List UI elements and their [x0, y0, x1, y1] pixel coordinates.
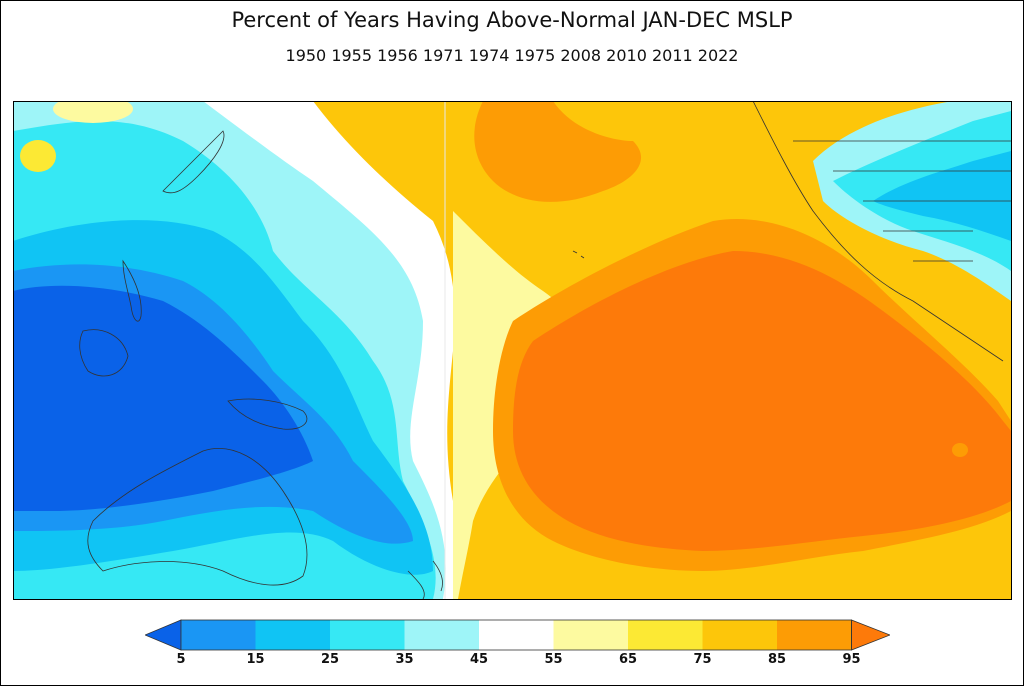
- hawaii-islands: [572, 250, 585, 259]
- colorbar-label: 15: [246, 652, 265, 667]
- colorbar-bin-6: [553, 620, 628, 650]
- philippines-coastline: [122, 259, 142, 322]
- new-guinea-coastline: [227, 398, 308, 430]
- new-zealand-coastline: [407, 560, 443, 599]
- colorbar-label: 55: [544, 652, 563, 667]
- colorbar-outline: [180, 619, 852, 651]
- colorbar-bin-3: [330, 620, 405, 650]
- north-america-coastline: [752, 101, 1004, 362]
- field-ne-25: [873, 151, 1011, 241]
- colorbar: [145, 619, 890, 651]
- colorbar-high-arrow: [851, 619, 890, 651]
- colorbar-label: 95: [842, 652, 861, 667]
- australia-coastline: [87, 448, 308, 586]
- borneo-coastline: [79, 329, 129, 377]
- anomaly-map: [13, 101, 1011, 599]
- coastlines: [79, 101, 1011, 599]
- field-west-min: [13, 285, 313, 511]
- colorbar-bin-9: [777, 620, 852, 650]
- colorbar-bin-1: [181, 620, 256, 650]
- colorbar-label: 65: [618, 652, 638, 667]
- colorbar-bin-4: [404, 620, 479, 650]
- colorbar-label: 85: [767, 652, 787, 667]
- colorbar-bin-2: [255, 620, 330, 650]
- map-field: [13, 101, 1011, 599]
- japan-coastline: [162, 130, 225, 194]
- colorbar-label: 25: [320, 652, 340, 667]
- field-east-85: [474, 101, 642, 202]
- year-list-subtitle: 1950 1955 1956 1971 1974 1975 2008 2010 …: [285, 46, 739, 65]
- colorbar-label: 75: [693, 652, 712, 667]
- field-nw-yellow: [20, 140, 56, 172]
- colorbar-label: 5: [176, 652, 186, 667]
- us-borders: [793, 140, 1011, 262]
- colorbar-bin-5: [479, 620, 554, 650]
- colorbar-bin-7: [628, 620, 703, 650]
- colorbar-label: 45: [469, 652, 489, 667]
- field-east-95: [513, 251, 1011, 551]
- colorbar-label: 35: [395, 652, 414, 667]
- map-title: Percent of Years Having Above-Normal JAN…: [231, 8, 793, 32]
- field-nw-yellow-2: [53, 101, 133, 123]
- colorbar-low-arrow: [145, 619, 182, 651]
- field-east-dot: [952, 443, 968, 457]
- colorbar-bin-8: [702, 620, 777, 650]
